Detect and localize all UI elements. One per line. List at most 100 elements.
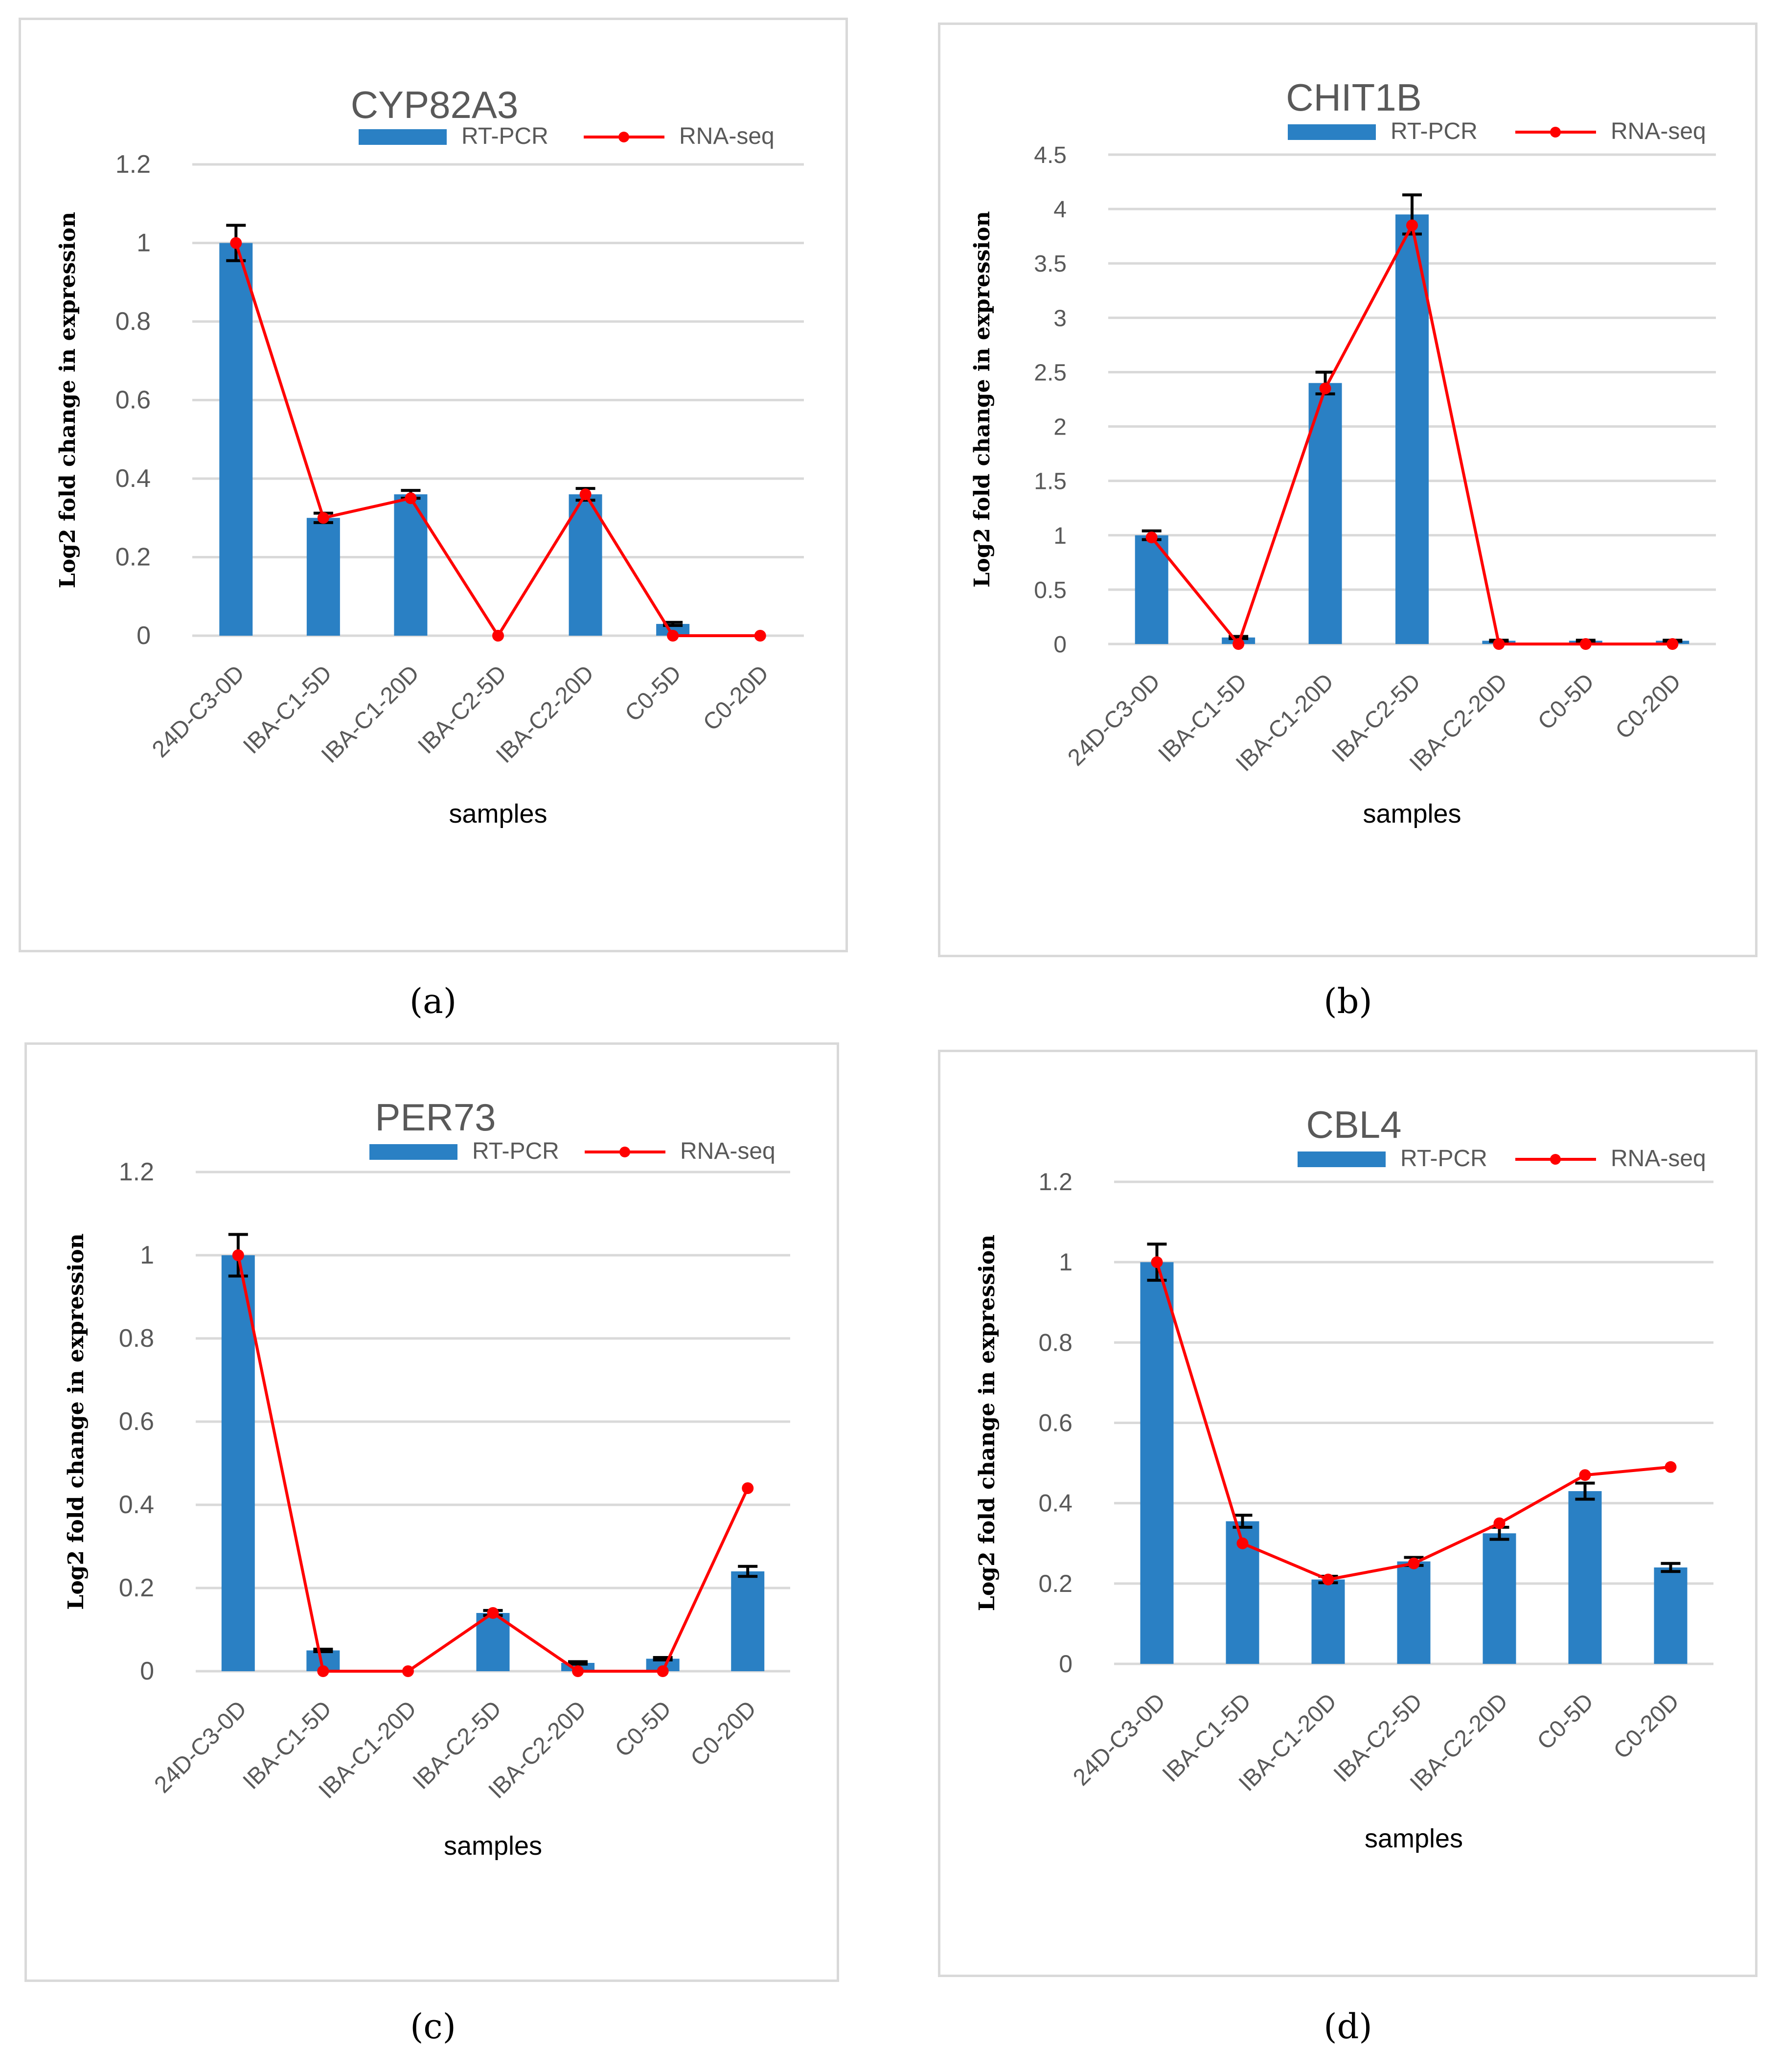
point-rna-seq bbox=[492, 630, 504, 642]
y-axis-label: Log2 fold change in expression bbox=[975, 1235, 1000, 1611]
y-tick-label: 4 bbox=[1053, 197, 1067, 223]
y-tick-label: 0 bbox=[137, 622, 151, 650]
y-tick-label: 1 bbox=[137, 229, 151, 257]
y-tick-label: 1.2 bbox=[119, 1158, 154, 1186]
x-category-label: C0-5D bbox=[1533, 668, 1599, 735]
x-category-label: C0-5D bbox=[1532, 1688, 1599, 1755]
caption-c: (c) bbox=[384, 2006, 482, 2047]
point-rna-seq bbox=[487, 1607, 499, 1619]
x-category-label: C0-5D bbox=[620, 660, 686, 727]
point-rna-seq bbox=[230, 237, 242, 249]
caption-b-text: (b) bbox=[1324, 981, 1372, 1021]
y-axis-label: Log2 fold change in expression bbox=[970, 211, 995, 587]
caption-c-text: (c) bbox=[410, 2006, 456, 2047]
chart-panel-b: CHIT1B RT-PCR RNA-seq 0 0.5 1 1.5 2 2.5 3 3.5 4 4.5 2… bbox=[938, 23, 1757, 957]
bar-rt-pcr bbox=[731, 1571, 765, 1671]
point-rna-seq bbox=[1322, 1573, 1334, 1586]
y-axis-label: Log2 fold change in expression bbox=[55, 212, 80, 588]
y-tick-label: 0.6 bbox=[1038, 1409, 1073, 1437]
y-tick-label: 3.5 bbox=[1034, 251, 1067, 277]
y-tick-label: 0.2 bbox=[119, 1574, 154, 1602]
point-rna-seq bbox=[742, 1482, 754, 1494]
x-axis-label: samples bbox=[1363, 799, 1461, 829]
legend-swatch-rna-seq-marker bbox=[1550, 1154, 1561, 1165]
point-rna-seq bbox=[1666, 638, 1679, 650]
x-axis-label: samples bbox=[449, 799, 547, 829]
y-tick-label: 1.5 bbox=[1034, 469, 1067, 495]
y-tick-label: 0.2 bbox=[115, 543, 151, 572]
point-rna-seq bbox=[1493, 638, 1505, 650]
point-rna-seq bbox=[1145, 531, 1158, 544]
legend-swatch-rt-pcr bbox=[1298, 1151, 1386, 1167]
bar-rt-pcr bbox=[1311, 1579, 1345, 1664]
caption-d-text: (d) bbox=[1324, 2006, 1372, 2047]
chart-title: CHIT1B bbox=[1286, 76, 1421, 119]
chart-panel-c: PER73 RT-PCR RNA-seq 0 0.2 0.4 0.6 0.8 1 1.2 24D-C… bbox=[24, 1042, 839, 1982]
bar-rt-pcr bbox=[306, 518, 340, 636]
x-category-label: C0-5D bbox=[610, 1696, 677, 1762]
y-tick-label: 0.6 bbox=[115, 386, 151, 414]
y-tick-label: 0.6 bbox=[119, 1407, 154, 1436]
point-rna-seq bbox=[1579, 1469, 1591, 1481]
point-rna-seq bbox=[317, 1665, 329, 1677]
point-rna-seq bbox=[1236, 1537, 1249, 1549]
y-tick-label: 0 bbox=[1059, 1650, 1073, 1678]
point-rna-seq bbox=[657, 1665, 669, 1677]
legend-swatch-rna-seq-marker bbox=[618, 132, 629, 142]
point-rna-seq bbox=[1406, 219, 1418, 231]
point-rna-seq bbox=[579, 488, 592, 501]
y-tick-label: 0.8 bbox=[119, 1324, 154, 1353]
chart-panel-a: CYP82A3 RT-PCR RNA-seq 0 0.2 0.4 0.6 0.8 1 1.2 24D… bbox=[19, 18, 848, 952]
legend-label-rna-seq: RNA-seq bbox=[1611, 118, 1706, 144]
bar-rt-pcr bbox=[1395, 214, 1429, 644]
bar-rt-pcr bbox=[1308, 383, 1342, 644]
x-category-label: 24D-C3-0D bbox=[147, 660, 250, 762]
point-rna-seq bbox=[232, 1249, 244, 1261]
bar-rt-pcr bbox=[1140, 1262, 1174, 1664]
bar-rt-pcr bbox=[1135, 535, 1168, 644]
chart-title: CYP82A3 bbox=[351, 83, 519, 126]
x-axis-label: samples bbox=[1365, 1824, 1463, 1853]
bar-rt-pcr bbox=[1568, 1491, 1602, 1664]
caption-a: (a) bbox=[384, 981, 482, 1021]
y-axis-label: Log2 fold change in expression bbox=[64, 1233, 89, 1610]
legend-swatch-rt-pcr bbox=[359, 129, 447, 145]
y-tick-label: 2 bbox=[1053, 414, 1067, 440]
y-tick-label: 0.4 bbox=[119, 1491, 154, 1519]
y-tick-label: 1.2 bbox=[1038, 1168, 1073, 1196]
legend-label-rt-pcr: RT-PCR bbox=[461, 123, 548, 149]
caption-a-text: (a) bbox=[409, 981, 457, 1021]
point-rna-seq bbox=[1151, 1256, 1163, 1268]
y-tick-label: 0.5 bbox=[1034, 577, 1067, 603]
bar-rt-pcr bbox=[219, 243, 253, 636]
bar-rt-pcr bbox=[1654, 1567, 1688, 1664]
x-axis-label: samples bbox=[444, 1831, 542, 1861]
y-tick-label: 0.4 bbox=[115, 464, 151, 493]
y-tick-label: 2.5 bbox=[1034, 360, 1067, 386]
point-rna-seq bbox=[1493, 1517, 1506, 1529]
legend-label-rt-pcr: RT-PCR bbox=[1400, 1146, 1487, 1172]
caption-d: (d) bbox=[1299, 2006, 1397, 2047]
point-rna-seq bbox=[1408, 1557, 1420, 1569]
legend-label-rna-seq: RNA-seq bbox=[679, 123, 775, 149]
legend-label-rna-seq: RNA-seq bbox=[680, 1138, 776, 1164]
point-rna-seq bbox=[1665, 1461, 1677, 1473]
y-tick-label: 1 bbox=[1053, 523, 1067, 549]
bar-rt-pcr bbox=[569, 494, 602, 636]
bar-rt-pcr bbox=[221, 1255, 255, 1671]
chart-title: CBL4 bbox=[1306, 1103, 1401, 1146]
y-tick-label: 0 bbox=[1053, 632, 1067, 658]
legend-swatch-rna-seq-marker bbox=[619, 1147, 630, 1157]
legend-label-rt-pcr: RT-PCR bbox=[472, 1138, 559, 1164]
point-rna-seq bbox=[1232, 638, 1245, 650]
point-rna-seq bbox=[405, 492, 417, 505]
point-rna-seq bbox=[402, 1665, 414, 1677]
chart-title: PER73 bbox=[375, 1096, 496, 1139]
x-category-label: 24D-C3-0D bbox=[149, 1696, 251, 1798]
point-rna-seq bbox=[317, 512, 329, 524]
y-tick-label: 1 bbox=[140, 1241, 154, 1269]
